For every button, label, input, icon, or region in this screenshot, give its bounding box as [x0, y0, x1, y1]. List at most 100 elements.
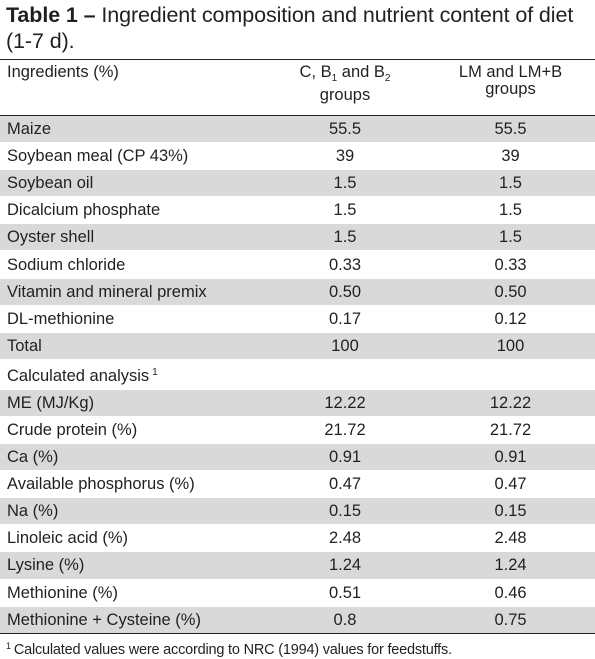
footnote-mark: 1 [6, 641, 11, 651]
header-c-b-groups: C, B1 and B2 groups [264, 60, 426, 116]
row-label-text: Lysine (%) [7, 556, 85, 575]
table-row: Crude protein (%) 21.72 21.72 [0, 416, 595, 445]
row-label-text: Maize [7, 120, 52, 139]
row-label-text: ME (MJ/Kg) [7, 393, 95, 412]
row-label-text: Oyster shell [7, 228, 95, 247]
table-row: ME (MJ/Kg) 12.22 12.22 [0, 389, 595, 417]
cell-lm-groups: 0.46 [426, 579, 595, 607]
row-label: Lysine (%) [0, 551, 264, 580]
row-label-text: Dicalcium phosphate [7, 201, 161, 220]
cell-lm-groups: 1.5 [426, 169, 595, 198]
cell-c-b-groups: 21.72 [264, 416, 426, 445]
row-label: Soybean oil [0, 169, 264, 198]
row-label-text: Total [7, 336, 42, 355]
cell-c-b-groups: 100 [264, 332, 426, 360]
row-footnote-mark: 1 [152, 366, 158, 378]
table-title: Table 1 – Ingredient composition and nut… [6, 2, 591, 54]
row-label-text: Methionine (%) [7, 583, 118, 602]
cell-lm-groups: 39 [426, 142, 595, 171]
cell-c-b-groups: 0.15 [264, 497, 426, 526]
table-row: Methionine + Cysteine (%) 0.8 0.75 [0, 606, 595, 634]
row-label: Total [0, 332, 264, 360]
footnote-text: Calculated values were according to NRC … [13, 642, 452, 658]
row-label: Methionine (%) [0, 579, 264, 607]
table-row: Na (%) 0.15 0.15 [0, 497, 595, 526]
cell-lm-groups: 1.5 [426, 223, 595, 252]
composition-table: Ingredients (%) C, B1 and B2 groups LM a… [0, 60, 595, 634]
cell-c-b-groups: 1.5 [264, 169, 426, 198]
row-label: Vitamin and mineral premix [0, 278, 264, 306]
row-label-text: Soybean meal (CP 43%) [7, 147, 189, 166]
cell-c-b-groups: 0.91 [264, 443, 426, 472]
cell-lm-groups: 0.12 [426, 305, 595, 333]
header-c-b-mid: and B [337, 63, 385, 81]
table-row: Available phosphorus (%) 0.47 0.47 [0, 470, 595, 499]
table-row: Lysine (%) 1.24 1.24 [0, 551, 595, 580]
header-lm-groups: LM and LM+B groups [426, 60, 595, 116]
cell-lm-groups: 0.33 [426, 250, 595, 279]
top-rule [0, 59, 595, 60]
cell-c-b-groups: 55.5 [264, 115, 426, 144]
row-label-text: Ca (%) [7, 448, 59, 467]
table-row: Soybean oil 1.5 1.5 [0, 169, 595, 198]
cell-c-b-groups [264, 359, 426, 390]
row-label: DL-methionine [0, 305, 264, 333]
row-label: Ca (%) [0, 443, 264, 472]
header-c-b-pre: C, B [299, 63, 332, 81]
row-label-text: Na (%) [7, 502, 59, 521]
cell-lm-groups: 0.15 [426, 497, 595, 526]
cell-lm-groups: 21.72 [426, 416, 595, 445]
cell-lm-groups: 0.75 [426, 606, 595, 634]
row-label: Calculated analysis 1 [0, 359, 264, 390]
cell-lm-groups: 1.5 [426, 196, 595, 225]
row-label: Maize [0, 115, 264, 144]
row-label: Available phosphorus (%) [0, 470, 264, 499]
row-label: Soybean meal (CP 43%) [0, 142, 264, 171]
cell-lm-groups: 0.91 [426, 443, 595, 472]
row-label: Crude protein (%) [0, 416, 264, 445]
cell-lm-groups: 100 [426, 332, 595, 360]
header-row: Ingredients (%) C, B1 and B2 groups LM a… [0, 60, 595, 116]
row-label-text: Linoleic acid (%) [7, 529, 129, 548]
cell-c-b-groups: 1.5 [264, 223, 426, 252]
row-label-text: Sodium chloride [7, 255, 126, 274]
row-label: Oyster shell [0, 223, 264, 252]
table-caption: Ingredient composition and nutrient cont… [6, 3, 574, 53]
table-row: Dicalcium phosphate 1.5 1.5 [0, 196, 595, 225]
header-c-b-sub2: 2 [384, 73, 391, 84]
row-label-text: Available phosphorus (%) [7, 475, 195, 494]
cell-c-b-groups: 0.47 [264, 470, 426, 499]
cell-c-b-groups: 1.24 [264, 551, 426, 580]
header-c-b-post: groups [319, 86, 371, 104]
cell-lm-groups: 12.22 [426, 389, 595, 417]
cell-c-b-groups: 0.50 [264, 278, 426, 306]
row-label-text: Crude protein (%) [7, 420, 138, 439]
table-row: Soybean meal (CP 43%) 39 39 [0, 142, 595, 171]
row-label-text: Methionine + Cysteine (%) [7, 610, 201, 629]
cell-c-b-groups: 0.17 [264, 305, 426, 333]
header-ingredients: Ingredients (%) [0, 60, 264, 116]
table-row: Maize 55.5 55.5 [0, 115, 595, 144]
cell-lm-groups: 0.47 [426, 470, 595, 499]
table-row: Ca (%) 0.91 0.91 [0, 443, 595, 472]
table-row: DL-methionine 0.17 0.12 [0, 305, 595, 333]
cell-c-b-groups: 12.22 [264, 389, 426, 417]
table-footnote: 1 Calculated values were according to NRC… [6, 637, 591, 659]
cell-lm-groups: 55.5 [426, 115, 595, 144]
table-row: Linoleic acid (%) 2.48 2.48 [0, 524, 595, 553]
table-row: Oyster shell 1.5 1.5 [0, 223, 595, 252]
cell-c-b-groups: 1.5 [264, 196, 426, 225]
cell-c-b-groups: 0.33 [264, 250, 426, 279]
cell-lm-groups: 1.24 [426, 551, 595, 580]
cell-c-b-groups: 39 [264, 142, 426, 171]
row-label: ME (MJ/Kg) [0, 389, 264, 417]
row-label: Na (%) [0, 497, 264, 526]
row-label-text: Soybean oil [7, 174, 94, 193]
row-label-text: Vitamin and mineral premix [7, 282, 207, 301]
cell-c-b-groups: 0.51 [264, 579, 426, 607]
table-label: Table 1 – [6, 3, 96, 27]
cell-c-b-groups: 0.8 [264, 606, 426, 634]
row-label: Sodium chloride [0, 250, 264, 279]
header-lm-line2: groups [485, 80, 536, 98]
